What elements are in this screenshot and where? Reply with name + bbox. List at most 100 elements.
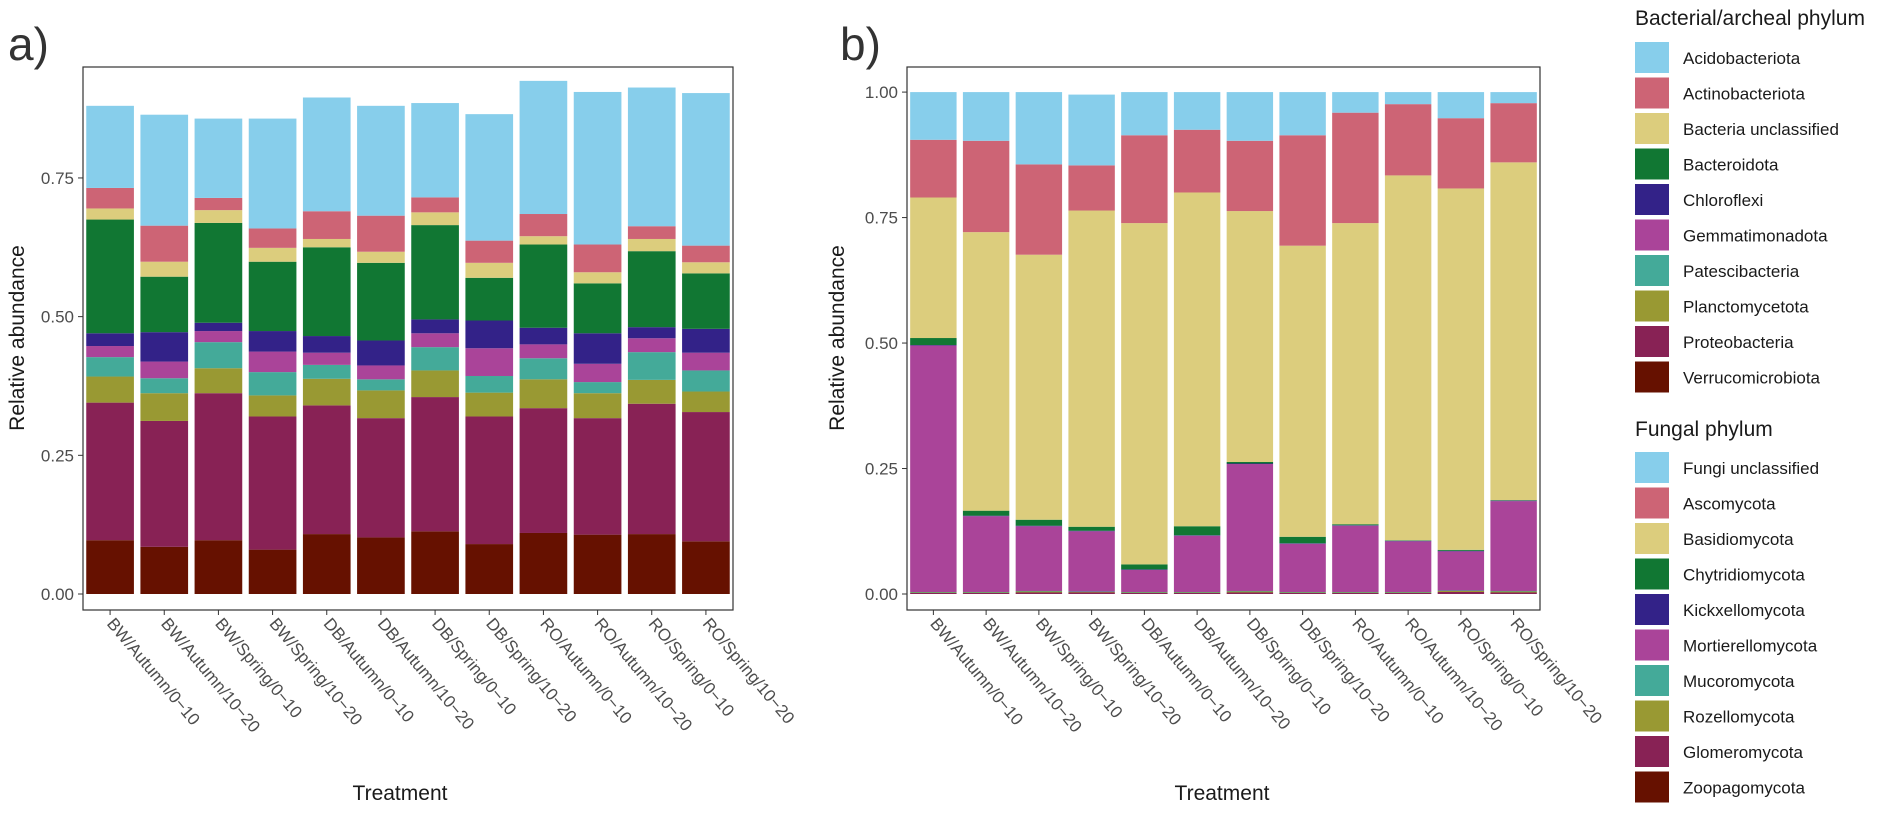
panel-b-y-tick-label-3: 0.75 — [865, 209, 898, 228]
panel-b-bar-mucoromycota-10 — [1437, 590, 1485, 591]
panel-a-bar-bacteroidota-9 — [573, 283, 622, 334]
legend-0-label-bacteria-unclassified: Bacteria unclassified — [1683, 120, 1839, 139]
panel-b-bar-kickxellomycota-7 — [1279, 543, 1326, 544]
panel-b-bar-kickxellomycota-9 — [1384, 540, 1432, 542]
panel-b-bar-rozellomycota-11 — [1490, 591, 1537, 593]
panel-a-bar-gemmatimonadota-1 — [140, 361, 189, 379]
legend-0-label-acidobacteriota: Acidobacteriota — [1683, 49, 1801, 68]
panel-b-bar-fungi-unclassified-4 — [1121, 92, 1168, 136]
panel-a-bar-acidobacteriota-1 — [140, 114, 189, 226]
legend-0-swatch-chloroflexi — [1635, 184, 1669, 215]
panel-a-bar-planctomycetota-7 — [465, 392, 514, 417]
panel-a-bar-actinobacteriota-7 — [465, 240, 514, 263]
legend-0-label-gemmatimonadota: Gemmatimonadota — [1683, 227, 1828, 246]
panel-a-bar-proteobacteria-11 — [682, 412, 730, 542]
legend-1-swatch-kickxellomycota — [1635, 594, 1669, 625]
panel-a-bar-bacteroidota-7 — [465, 277, 514, 321]
panel-b-label: b) — [840, 18, 881, 70]
panel-b-bar-glomeromycota-8 — [1332, 593, 1379, 594]
panel-a-bar-chloroflexi-4 — [302, 336, 351, 353]
panel-b-bar-rozellomycota-10 — [1437, 590, 1485, 592]
panel-b-bars — [910, 92, 1537, 594]
panel-b-bar-fungi-unclassified-7 — [1279, 92, 1326, 136]
panel-b-bar-basidiomycota-8 — [1332, 223, 1379, 525]
panel-b-bar-basidiomycota-11 — [1490, 162, 1537, 501]
panel-b-bar-fungi-unclassified-10 — [1437, 92, 1485, 119]
panel-a-bar-chloroflexi-3 — [248, 331, 297, 352]
panel-b-y-tick-label-0: 0.00 — [865, 585, 898, 604]
panel-a-bar-verrucomicrobiota-2 — [194, 540, 243, 594]
legend-0-label-planctomycetota: Planctomycetota — [1683, 298, 1809, 317]
panel-b-bar-basidiomycota-9 — [1384, 175, 1432, 541]
panel-b-bar-glomeromycota-5 — [1173, 593, 1221, 594]
legend-0-label-verrucomicrobiota: Verrucomicrobiota — [1683, 369, 1821, 388]
panel-b-bar-mortierellomycota-4 — [1121, 569, 1168, 592]
panel-a-bar-planctomycetota-9 — [573, 393, 622, 419]
panel-a-bar-gemmatimonadota-2 — [194, 331, 243, 343]
panel-a-bar-bacteroidota-2 — [194, 222, 243, 323]
legend-1-label-chytridiomycota: Chytridiomycota — [1683, 566, 1805, 585]
panel-b-bar-fungi-unclassified-0 — [910, 92, 957, 140]
panel-a-bar-bacteria-unclassified-9 — [573, 272, 622, 284]
panel-b-bar-rozellomycota-6 — [1226, 591, 1274, 593]
legend-0-swatch-gemmatimonadota — [1635, 219, 1669, 251]
panel-b-bar-mortierellomycota-5 — [1173, 535, 1221, 592]
panel-a-label: a) — [8, 18, 49, 70]
panel-a-bar-verrucomicrobiota-6 — [411, 531, 459, 594]
panel-a-y-tick-label-0: 0.00 — [41, 585, 74, 604]
panel-b-bar-mucoromycota-4 — [1121, 591, 1168, 593]
panel-b-bar-kickxellomycota-11 — [1490, 500, 1537, 502]
legend-0-swatch-bacteroidota — [1635, 148, 1669, 180]
panel-b-bar-ascomycota-4 — [1121, 135, 1168, 224]
panel-b-bar-glomeromycota-0 — [910, 593, 957, 594]
panel-a-bar-planctomycetota-10 — [627, 379, 676, 404]
panel-b-x-tick-label-7: DB/Spring/10−20 — [1296, 614, 1394, 726]
panel-b-y-tick-label-2: 0.50 — [865, 334, 898, 353]
panel-a-bar-actinobacteriota-10 — [627, 226, 676, 239]
legend-1-label-fungi-unclassified: Fungi unclassified — [1683, 459, 1819, 478]
legend-1-label-mucoromycota: Mucoromycota — [1683, 672, 1795, 691]
panel-a-bar-bacteroidota-11 — [682, 273, 730, 329]
panel-b-x-tick-label-5: DB/Autumn/10−20 — [1190, 614, 1294, 733]
panel-b-bar-ascomycota-10 — [1437, 118, 1485, 189]
panel-a-bar-planctomycetota-1 — [140, 393, 189, 421]
legend-1-label-basidiomycota: Basidiomycota — [1683, 530, 1794, 549]
panel-a-bar-actinobacteriota-9 — [573, 244, 622, 273]
legend-1-swatch-fungi-unclassified — [1635, 452, 1669, 483]
legend-0-label-actinobacteriota: Actinobacteriota — [1683, 85, 1805, 104]
panel-a-bar-chloroflexi-0 — [86, 333, 134, 347]
legend-0-label-patescibacteria: Patescibacteria — [1683, 262, 1800, 281]
panel-a-bar-actinobacteriota-4 — [302, 211, 351, 239]
panel-b-bar-fungi-unclassified-3 — [1068, 94, 1115, 166]
legend-0-swatch-patescibacteria — [1635, 255, 1669, 286]
panel-b-bar-fungi-unclassified-8 — [1332, 92, 1379, 113]
panel-a-bar-acidobacteriota-8 — [519, 80, 568, 215]
panel-a-bar-patescibacteria-1 — [140, 378, 189, 394]
panel-b-bar-mucoromycota-9 — [1384, 591, 1432, 593]
panel-b-plot-frame — [906, 66, 1541, 611]
panel-a-bar-chloroflexi-1 — [140, 332, 189, 362]
panel-b-x-axis: BW/Autumn/0−10BW/Autumn/10−20BW/Spring/0… — [926, 610, 1606, 736]
panel-b-y-axis: 0.00 0.25 0.50 0.75 1.00 — [865, 83, 907, 604]
panel-b-x-tick-label-3: BW/Spring/10−20 — [1085, 614, 1186, 729]
panel-a-bar-actinobacteriota-8 — [519, 214, 568, 237]
panel-a-bar-proteobacteria-3 — [248, 416, 297, 550]
panel-b-bar-ascomycota-3 — [1068, 165, 1115, 211]
panel-a-y-tick-label-3: 0.75 — [41, 169, 74, 188]
panel-a-bar-bacteria-unclassified-7 — [465, 262, 514, 278]
panel-b-bar-rozellomycota-9 — [1384, 592, 1432, 593]
panel-a-bar-bacteria-unclassified-8 — [519, 236, 568, 245]
panel-a-bar-proteobacteria-6 — [411, 397, 459, 532]
panel-a-bar-chloroflexi-8 — [519, 327, 568, 345]
panel-b-bar-chytridiomycota-0 — [910, 338, 957, 346]
panel-a-x-tick-label-11: RO/Spring/10−20 — [699, 614, 798, 727]
panel-b-bar-mortierellomycota-8 — [1332, 525, 1379, 592]
panel-a-bar-verrucomicrobiota-5 — [357, 537, 405, 594]
panel-a-x-tick-label-1: BW/Autumn/10−20 — [157, 614, 264, 736]
panel-a-bar-actinobacteriota-0 — [86, 187, 134, 209]
panel-b-bar-chytridiomycota-9 — [1384, 540, 1432, 541]
panel-b-bar-ascomycota-11 — [1490, 103, 1537, 163]
panel-a-y-axis-title: Relative abundance — [6, 245, 29, 431]
panel-a-bar-acidobacteriota-6 — [411, 103, 459, 198]
panel-b-bar-kickxellomycota-10 — [1437, 550, 1485, 552]
